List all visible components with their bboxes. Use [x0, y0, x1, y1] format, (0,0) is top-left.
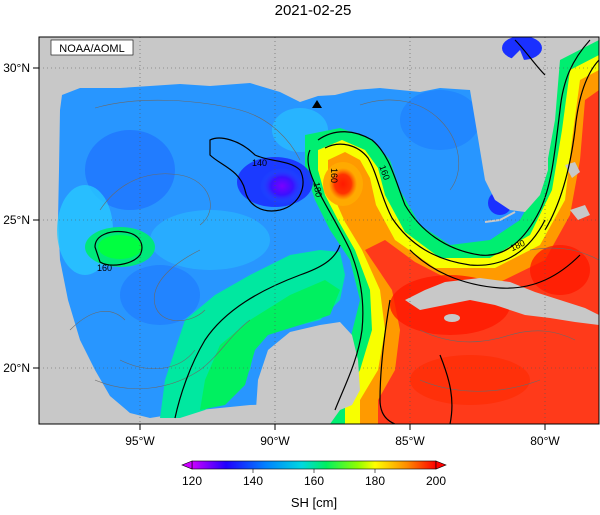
contour-label: 180	[311, 181, 323, 198]
contour-160-west	[94, 230, 143, 266]
contour-label: 160	[377, 164, 392, 182]
yucatan-land	[255, 322, 360, 424]
cool-patch	[120, 265, 200, 325]
colorbar-gradient	[191, 460, 437, 470]
map-title: 2021-02-25	[275, 2, 352, 19]
x-axis-labels: 95°W 90°W 85°W 80°W	[125, 434, 560, 448]
colorbar-tick-label: 120	[182, 474, 202, 488]
colorbar-tick-label: 140	[243, 474, 263, 488]
contour-160-south	[174, 244, 341, 419]
y-tick-label: 30°N	[3, 61, 30, 75]
contour-160-se	[514, 39, 546, 76]
contour-160-lc	[317, 39, 591, 256]
colorbar-tick-label: 160	[304, 474, 324, 488]
warm-patch	[410, 355, 530, 405]
y-tick-label: 25°N	[3, 213, 30, 227]
warm-eddy-core	[329, 168, 357, 200]
station-marker	[312, 100, 322, 108]
thin-contours	[69, 99, 599, 392]
y-axis-labels: 30°N 25°N 20°N	[3, 61, 30, 375]
x-tick-label: 95°W	[125, 434, 155, 448]
contour-label: 160	[329, 168, 339, 183]
major-contours	[94, 39, 599, 424]
contour-labels: 140 180 160 160 180 160	[97, 158, 527, 273]
colorbar: 120 140 160 180 200 SH [cm]	[181, 460, 447, 510]
loop-current-red	[365, 90, 599, 424]
x-tick-label: 80°W	[530, 434, 560, 448]
contour-180-inner	[324, 143, 546, 266]
green-region-inner	[200, 280, 340, 410]
contour-180-lc	[307, 149, 364, 411]
cuba-land	[405, 278, 599, 325]
colorbar-max-arrow	[435, 460, 447, 470]
credit-label: NOAA/AOML	[59, 43, 124, 55]
contour-180-carib	[379, 299, 396, 424]
credit-box	[50, 39, 134, 56]
axis-ticks	[33, 67, 546, 430]
warm-patch	[150, 210, 270, 270]
contour-180-carib-3	[409, 249, 581, 289]
contour-label: 160	[97, 263, 112, 273]
plot-frame	[38, 36, 600, 425]
bahamas-land	[570, 205, 590, 220]
contour-140	[209, 137, 304, 212]
colorbar-tick-label: 200	[426, 474, 446, 488]
colorbar-tick-label: 180	[365, 474, 385, 488]
contour-180-carib-2	[544, 59, 599, 231]
plot-area	[39, 37, 599, 424]
x-tick-label: 90°W	[260, 434, 290, 448]
green-patch-core	[98, 235, 142, 259]
graticule	[39, 37, 599, 424]
island-land	[444, 314, 460, 322]
colorbar-min-arrow	[181, 460, 193, 470]
colorbar-title: SH [cm]	[291, 495, 337, 510]
cool-patch	[85, 130, 175, 210]
contour-180-carib-4	[439, 354, 453, 424]
contour-label: 140	[252, 158, 267, 168]
colorbar-ticks	[252, 469, 376, 473]
florida-land	[470, 50, 548, 212]
y-tick-label: 20°N	[3, 361, 30, 375]
cold-eddy-core	[260, 168, 304, 204]
x-tick-label: 85°W	[395, 434, 425, 448]
